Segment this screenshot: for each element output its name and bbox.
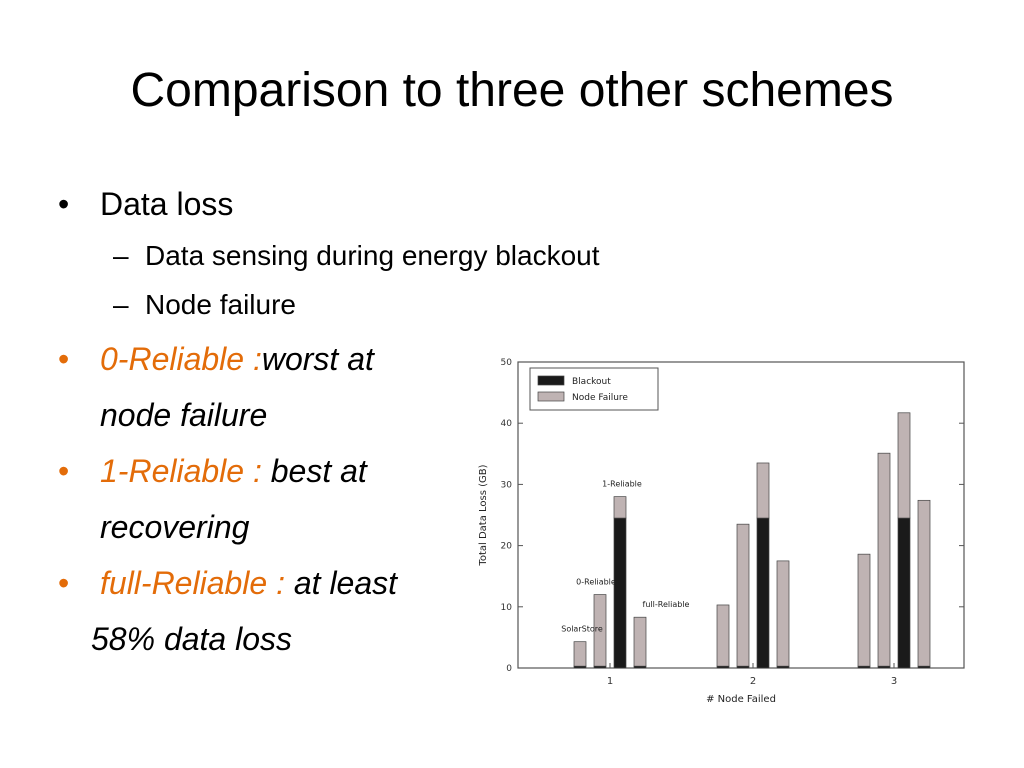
bullet-text: best at (270, 453, 367, 489)
y-tick-label: 50 (501, 358, 513, 368)
bar-node-failure (897, 412, 911, 519)
x-tick-label: 3 (891, 676, 897, 687)
bullet-dot: • (58, 565, 70, 601)
y-tick-label: 0 (506, 664, 512, 674)
subbullet-text: Data sensing during energy blackout (145, 240, 600, 271)
bar-node-failure (613, 496, 627, 519)
bullet-text: worst at (261, 341, 374, 377)
bar-node-failure (776, 560, 790, 667)
bar-annotation: SolarStore (561, 625, 603, 634)
bar-node-failure (573, 641, 587, 667)
bullet-dot: • (58, 453, 70, 489)
bar-node-failure (756, 462, 770, 519)
x-axis-label: # Node Failed (706, 694, 776, 705)
bullet-1-reliable-line2: recovering (100, 509, 250, 545)
bar-node-failure (736, 523, 750, 667)
bullet-0-reliable-line2: node failure (100, 397, 268, 433)
y-tick-label: 20 (501, 542, 513, 552)
bullet-text: Data loss (100, 186, 234, 222)
y-tick-label: 40 (501, 419, 513, 429)
bar-node-failure (857, 553, 871, 667)
bar-blackout (756, 517, 770, 669)
y-tick-label: 10 (501, 603, 513, 613)
bar-annotation: 1-Reliable (602, 480, 642, 489)
subbullet-text: Node failure (145, 289, 296, 320)
bar-node-failure (917, 499, 931, 667)
dash-glyph: – (113, 289, 129, 320)
bullet-highlight: full-Reliable : (100, 565, 285, 601)
bullet-text: at least (293, 565, 398, 601)
x-tick-label: 1 (607, 676, 613, 687)
y-tick-label: 30 (501, 480, 513, 490)
legend-swatch (537, 391, 565, 402)
bar-annotation: full-Reliable (643, 600, 690, 609)
legend-label: Node Failure (572, 393, 628, 403)
legend-box (529, 367, 659, 411)
y-axis-label: Total Data Loss (GB) (478, 464, 489, 566)
bar-node-failure (593, 594, 607, 667)
bullet-dot: • (58, 341, 70, 377)
bullet-highlight: 1-Reliable : (100, 453, 262, 489)
bullet-full-reliable-line2: 58% data loss (91, 621, 293, 657)
legend-label: Blackout (572, 377, 611, 387)
bar-blackout (613, 517, 627, 669)
bullet-highlight: 0-Reliable : (100, 341, 262, 377)
dash-glyph: – (113, 240, 129, 271)
bar-node-failure (633, 616, 647, 667)
bar-node-failure (716, 604, 730, 667)
data-loss-chart: 0 10 20 30 40 50 1 2 3 SolarStore 0-Reliable 1-Reli… (478, 358, 965, 705)
bar-node-failure (877, 452, 891, 667)
bar-annotation: 0-Reliable (576, 578, 616, 587)
bullet-dot: • (58, 186, 70, 222)
x-tick-label: 2 (750, 676, 756, 687)
slide-title: Comparison to three other schemes (130, 64, 894, 117)
legend-swatch (537, 375, 565, 386)
bar-blackout (897, 517, 911, 669)
